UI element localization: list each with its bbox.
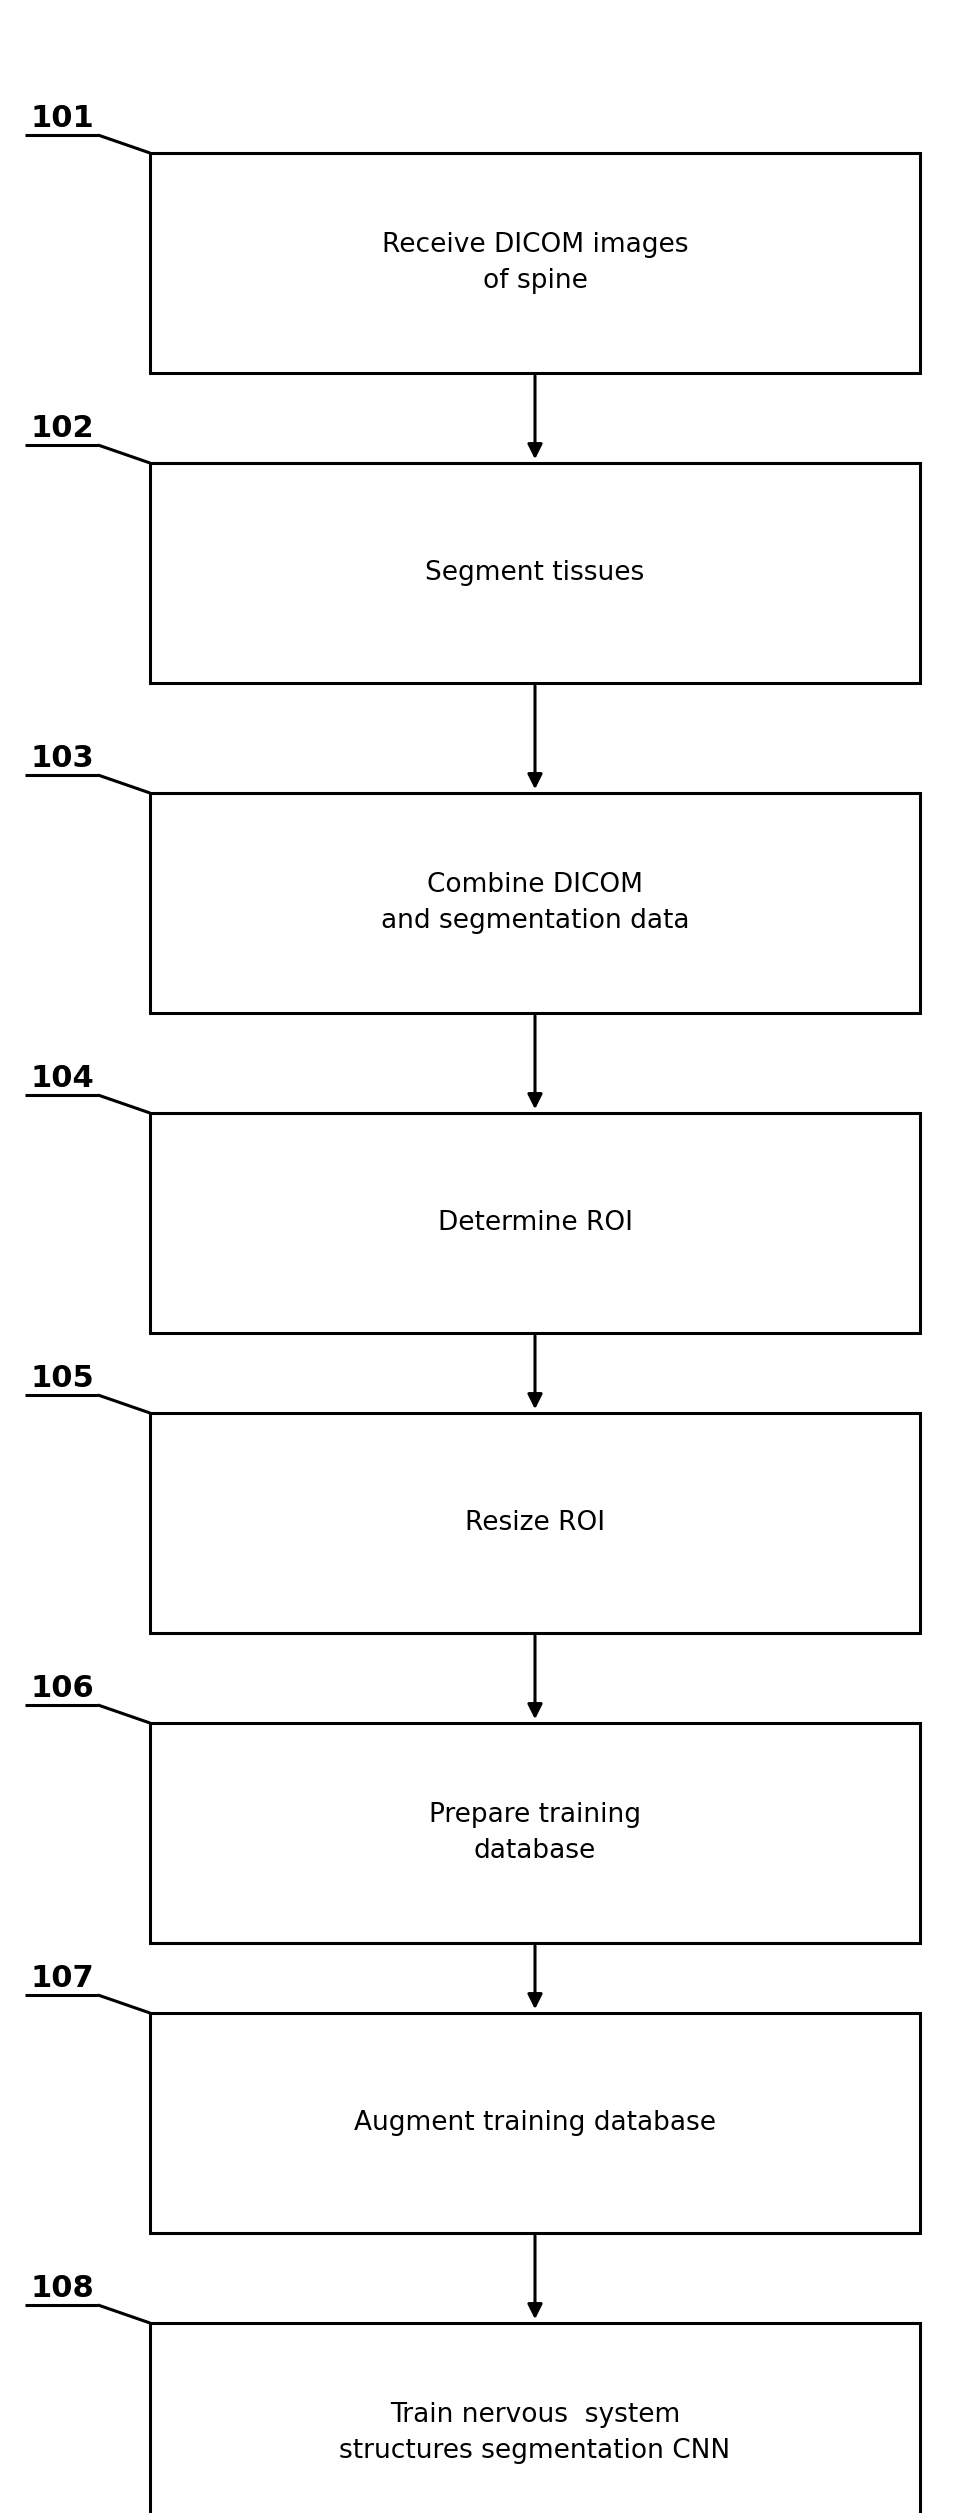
Bar: [150, 1113, 920, 1332]
Bar: [150, 1724, 920, 1943]
Bar: [150, 794, 920, 1013]
Text: Receive DICOM images
of spine: Receive DICOM images of spine: [382, 231, 689, 294]
Bar: [150, 1412, 920, 1633]
Text: 105: 105: [30, 1365, 94, 1392]
Text: 104: 104: [30, 1063, 94, 1093]
Text: 102: 102: [30, 415, 94, 442]
Text: Segment tissues: Segment tissues: [426, 560, 644, 586]
Text: Train nervous  system
structures segmentation CNN: Train nervous system structures segmenta…: [339, 2402, 731, 2465]
Text: Prepare training
database: Prepare training database: [429, 1802, 641, 1865]
Text: 103: 103: [30, 744, 94, 774]
Text: Resize ROI: Resize ROI: [465, 1510, 605, 1535]
Bar: [150, 2322, 920, 2513]
Bar: [150, 153, 920, 372]
Bar: [150, 2013, 920, 2234]
Text: Augment training database: Augment training database: [354, 2111, 716, 2136]
Text: 107: 107: [30, 1965, 94, 1993]
Text: 108: 108: [30, 2274, 94, 2302]
Bar: [150, 462, 920, 684]
Text: Combine DICOM
and segmentation data: Combine DICOM and segmentation data: [381, 872, 690, 935]
Text: 106: 106: [30, 1674, 94, 1704]
Text: Determine ROI: Determine ROI: [437, 1209, 633, 1236]
Text: 101: 101: [30, 103, 94, 133]
